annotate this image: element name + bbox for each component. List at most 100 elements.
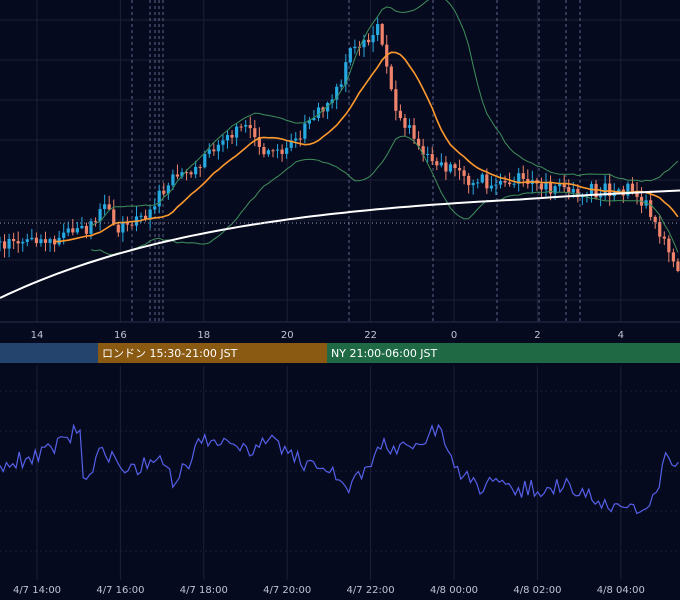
candle-body <box>362 39 366 48</box>
candle-body <box>594 183 598 198</box>
candle-body <box>344 62 348 85</box>
session-band-ny <box>327 343 680 363</box>
candle-body <box>107 204 111 210</box>
candle-body <box>330 99 334 104</box>
osc-x-tick-label: 4/8 04:00 <box>597 585 645 596</box>
candle-body <box>21 241 25 244</box>
candle-body <box>166 185 170 194</box>
candle-body <box>571 189 575 193</box>
candle-body <box>448 164 453 172</box>
candle-body <box>89 221 93 234</box>
bollinger-upper-line <box>90 0 679 227</box>
osc-x-tick-label: 4/7 22:00 <box>347 585 395 596</box>
sma-long-line <box>0 189 680 299</box>
candle-body <box>603 183 607 196</box>
candle-body <box>316 107 321 119</box>
candle-body <box>435 161 439 166</box>
session-band-tokyo <box>0 343 98 363</box>
candle-body <box>366 39 371 43</box>
candle-body <box>34 237 38 244</box>
candle-body <box>394 89 398 111</box>
candle-body <box>16 241 20 244</box>
sma-short-line <box>54 51 679 243</box>
candle-body <box>599 195 603 198</box>
candle-body <box>558 184 562 187</box>
candle-body <box>407 125 412 128</box>
candle-body <box>417 138 421 147</box>
candle-body <box>194 166 198 175</box>
candle-body <box>235 126 239 138</box>
candle-body <box>326 103 330 112</box>
candle-body <box>471 182 475 186</box>
candle-body <box>389 66 393 90</box>
price-pane[interactable]: 14 16 18 20 22 0 2 4 <box>0 0 680 341</box>
candle-body <box>489 185 493 189</box>
candle-body <box>653 216 657 223</box>
candle-body <box>553 186 557 194</box>
candle-body <box>62 232 66 238</box>
candle-body <box>439 162 443 166</box>
candle-body <box>630 183 635 192</box>
candle-body <box>253 128 257 138</box>
candle-body <box>457 168 462 171</box>
candle-body <box>398 110 402 118</box>
candle-body <box>280 149 284 154</box>
candle-body <box>403 117 407 128</box>
candle-body <box>485 174 489 189</box>
candle-body <box>426 154 430 156</box>
session-label-london: ロンドン 15:30-21:00 JST <box>102 347 238 360</box>
candle-body <box>453 164 457 169</box>
candle-body <box>353 46 357 49</box>
candle-body <box>207 149 211 154</box>
x-tick-label: 4 <box>618 330 624 341</box>
candle-body <box>7 239 11 249</box>
candle-body <box>667 238 671 253</box>
x-tick-label: 2 <box>534 330 540 341</box>
candle-body <box>567 187 571 193</box>
candle-body <box>544 181 548 190</box>
candle-body <box>230 134 234 138</box>
candle-body <box>121 223 125 233</box>
x-tick-label: 14 <box>31 330 44 341</box>
candle-body <box>43 239 48 243</box>
candle-body <box>112 209 116 225</box>
candle-body <box>116 224 120 233</box>
candle-body <box>617 189 621 193</box>
osc-x-tick-label: 4/7 16:00 <box>96 585 144 596</box>
osc-x-tick-label: 4/7 14:00 <box>13 585 61 596</box>
x-tick-label: 20 <box>281 330 294 341</box>
candle-body <box>480 174 484 183</box>
candle-body <box>307 119 311 124</box>
candle-body <box>125 223 129 225</box>
candle-body <box>203 153 207 168</box>
candle-body <box>157 190 161 207</box>
candle-body <box>221 140 225 145</box>
candle-body <box>93 221 98 223</box>
osc-x-tick-label: 4/8 00:00 <box>430 585 478 596</box>
candle-body <box>84 225 89 234</box>
candle-body <box>508 182 512 185</box>
candle-body <box>0 241 2 243</box>
candle-body <box>39 239 43 244</box>
candle-body <box>71 228 75 233</box>
candle-body <box>539 183 544 190</box>
candle-body <box>303 123 307 139</box>
candle-body <box>298 138 302 140</box>
candle-body <box>66 228 70 233</box>
candle-body <box>239 126 243 128</box>
candle-body <box>517 173 521 184</box>
candle-body <box>189 172 193 175</box>
candle-body <box>476 182 480 184</box>
candle-body <box>48 239 52 243</box>
candle-body <box>248 125 252 129</box>
candle-body <box>244 125 248 127</box>
candle-body <box>212 149 216 152</box>
oscillator-pane[interactable]: 4/7 14:00 4/7 16:00 4/7 18:00 4/7 20:00 4/7 … <box>0 366 680 596</box>
candle-body <box>257 137 261 148</box>
candle-body <box>12 239 16 242</box>
x-tick-label: 16 <box>114 330 127 341</box>
candle-body <box>676 261 680 271</box>
candle-body <box>521 173 525 179</box>
candle-body <box>376 24 380 36</box>
